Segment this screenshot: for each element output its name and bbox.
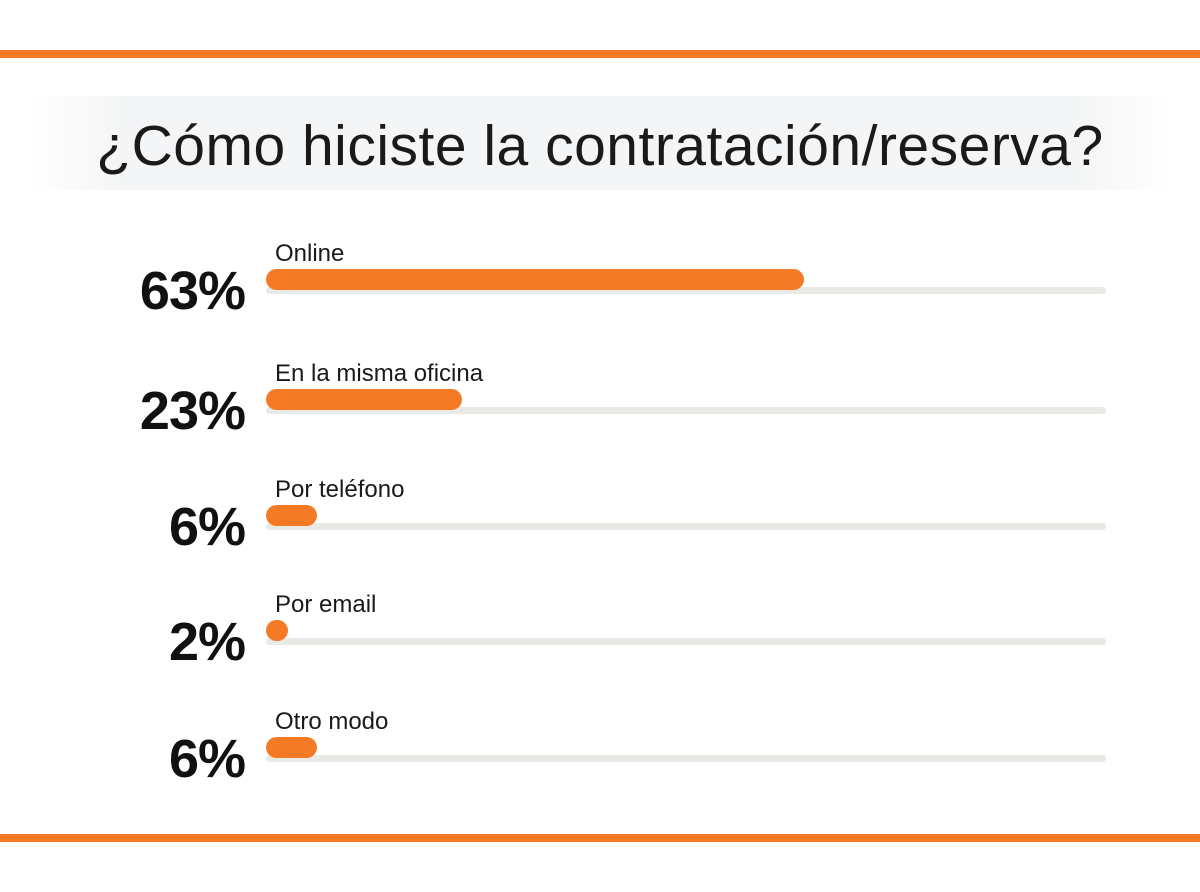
- bar-value-label: 6%: [168, 729, 246, 789]
- chart-title: ¿Cómo hiciste la contratación/reserva?: [96, 114, 1104, 178]
- bar-category-label: Por email: [275, 591, 377, 618]
- bar-track: [266, 638, 1106, 645]
- bar-track: [266, 523, 1106, 530]
- bar: [266, 737, 318, 758]
- bar-row: 63% Online: [0, 240, 1200, 343]
- bar-value-label: 6%: [168, 497, 246, 557]
- title-band: [30, 96, 1170, 190]
- bar-track: [266, 287, 1106, 294]
- bar: [266, 620, 288, 641]
- bar-track: [266, 407, 1106, 414]
- bar-category-label: Online: [275, 240, 345, 267]
- bar-value-label: 2%: [168, 612, 246, 672]
- bar: [266, 269, 804, 290]
- top-rule: [0, 50, 1200, 58]
- bar: [266, 389, 463, 410]
- bottom-rule: [0, 834, 1200, 842]
- bar-category-label: Por teléfono: [275, 476, 405, 503]
- bar-value-label: 63%: [139, 261, 246, 321]
- bar-category-label: Otro modo: [275, 708, 389, 735]
- bar-row: 6% Otro modo: [0, 708, 1200, 811]
- bar-category-label: En la misma oficina: [275, 360, 484, 387]
- bar: [266, 505, 318, 526]
- bar-row: 23% En la misma oficina: [0, 360, 1200, 463]
- bar-row: 6% Por teléfono: [0, 476, 1200, 579]
- bar-row: 2% Por email: [0, 591, 1200, 694]
- bar-track: [266, 755, 1106, 762]
- bar-value-label: 23%: [139, 381, 246, 441]
